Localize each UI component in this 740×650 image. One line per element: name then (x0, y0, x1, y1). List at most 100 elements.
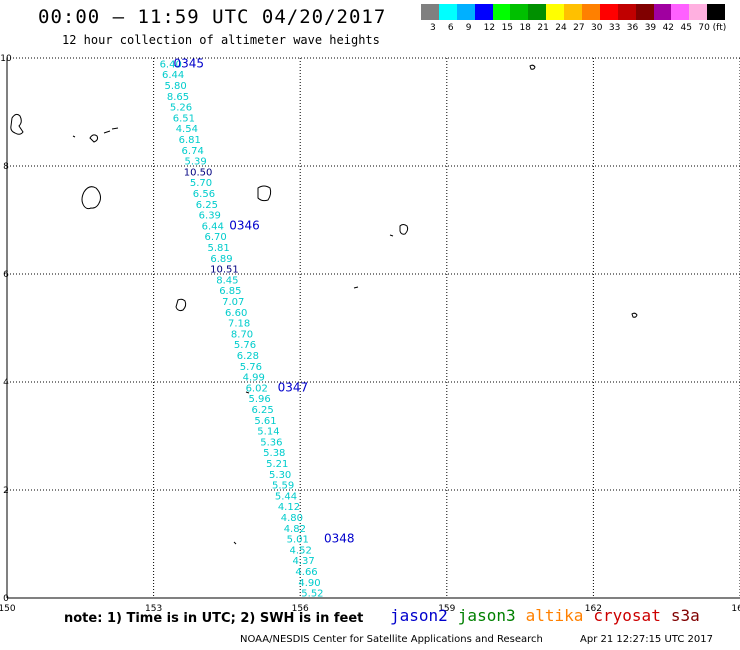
wave-height-label: 7.18 (228, 319, 250, 330)
wave-height-label: 4.37 (292, 556, 314, 567)
generated-timestamp: Apr 21 12:27:15 UTC 2017 (580, 634, 713, 645)
wave-height-label: 5.21 (266, 459, 288, 470)
wave-height-label: 4.80 (281, 513, 303, 524)
island-outline (631, 312, 638, 318)
color-scale-label: 39 (644, 23, 657, 33)
wave-height-label: 6.56 (193, 189, 215, 200)
color-scale-swatch: 70 (ft) (689, 4, 726, 33)
wave-height-label: 8.45 (216, 275, 238, 286)
wave-height-label: 5.39 (184, 157, 206, 168)
wave-height-label: 6.70 (205, 232, 227, 243)
island-outline (89, 134, 99, 143)
time-label: 0346 (229, 218, 260, 232)
wave-height-label: 6.89 (210, 254, 232, 265)
color-scale-label: 42 (662, 23, 675, 33)
color-scale-label: 18 (519, 23, 531, 33)
color-scale-label: 33 (608, 23, 621, 33)
wave-height-label: 4.99 (243, 373, 265, 384)
wave-height-label: 8.70 (231, 329, 253, 340)
x-tick-label: 153 (145, 604, 162, 614)
island-outline (245, 391, 250, 394)
time-label: 0345 (174, 56, 205, 70)
wave-height-label: 6.60 (225, 308, 247, 319)
wave-height-label: 10.50 (184, 167, 213, 178)
wave-height-label: 5.61 (254, 416, 276, 427)
color-scale-swatch: 21 (528, 4, 549, 33)
color-scale-swatch: 33 (599, 4, 620, 33)
color-scale-swatch: 27 (564, 4, 585, 33)
wave-height-label: 6.25 (196, 200, 218, 211)
color-scale-swatch: 3 (421, 4, 439, 33)
color-scale: 3 6 9 12 15 18 21 24 27 30 33 36 39 42 45 70 (ft) (421, 4, 726, 33)
legend-item-cryosat: cryosat (593, 606, 661, 625)
y-tick-label: 0 (3, 594, 9, 604)
y-tick-label: 8 (3, 162, 9, 172)
footer-note: note: 1) Time is in UTC; 2) SWH is in fe… (64, 611, 364, 626)
wave-height-label: 6.25 (251, 405, 273, 416)
island-outline (257, 185, 272, 202)
color-scale-label: 24 (555, 23, 567, 33)
page-title: 00:00 – 11:59 UTC 04/20/2017 (38, 6, 387, 28)
island-outline (353, 286, 359, 289)
wave-height-label: 5.26 (170, 103, 192, 114)
wave-height-label: 5.36 (260, 437, 282, 448)
axis-tick-labels: 150 153 156 159 162 165 0 2 4 6 8 10 (0, 54, 740, 614)
wave-height-label: 5.01 (287, 535, 309, 546)
wave-height-label: 5.44 (275, 491, 297, 502)
island-outline (10, 113, 24, 135)
island-outline (389, 234, 394, 237)
wave-height-label: 5.30 (269, 470, 291, 481)
time-label: 0347 (278, 380, 309, 394)
grid-lines (6, 57, 740, 599)
color-scale-label: 9 (465, 23, 472, 33)
wave-height-label: 5.76 (234, 340, 256, 351)
legend-item-s3a: s3a (670, 606, 700, 625)
wave-height-label: 4.54 (176, 124, 198, 135)
x-tick-label: 150 (0, 604, 16, 614)
color-scale-swatch: 9 (456, 4, 475, 33)
color-scale-label: 12 (483, 23, 496, 33)
wave-height-label: 5.52 (301, 589, 323, 600)
color-scale-label: 21 (537, 23, 549, 33)
wave-height-label: 6.51 (173, 113, 195, 124)
x-tick-label: 162 (585, 604, 602, 614)
wave-height-label: 5.76 (240, 362, 262, 373)
wave-height-label: 6.85 (219, 286, 241, 297)
color-scale-swatch: 15 (492, 4, 513, 33)
page-subtitle: 12 hour collection of altimeter wave hei… (62, 33, 380, 47)
wave-height-label: 6.44 (202, 221, 224, 232)
wave-height-label: 4.12 (278, 502, 300, 513)
wave-height-label: 6.39 (199, 211, 221, 222)
wave-height-label: 8.65 (167, 92, 189, 103)
color-scale-label: 45 (680, 23, 692, 33)
wave-height-label: 5.59 (272, 481, 294, 492)
wave-height-label: 5.70 (190, 178, 212, 189)
color-scale-swatch: 6 (438, 4, 457, 33)
wave-height-label: 6.02 (246, 383, 268, 394)
wave-height-label: 6.40 (160, 59, 182, 70)
x-tick-label: 159 (438, 604, 455, 614)
color-scale-label: 30 (591, 23, 603, 33)
color-scale-label: 27 (573, 23, 585, 33)
color-scale-label: 36 (626, 23, 639, 33)
y-tick-label: 6 (3, 270, 9, 280)
wave-height-label: 5.81 (207, 243, 229, 254)
wave-height-label: 5.96 (249, 394, 271, 405)
wave-height-label: 4.52 (290, 545, 312, 556)
color-scale-swatch: 45 (671, 4, 692, 33)
wave-height-label: 4.90 (298, 578, 320, 589)
color-scale-label: 3 (430, 23, 436, 33)
island-outline (103, 127, 119, 134)
island-outline (233, 541, 237, 545)
wave-height-label: 6.81 (179, 135, 201, 146)
island-outlines (10, 64, 638, 545)
wave-height-label: 7.07 (222, 297, 244, 308)
legend-item-jason2: jason2 (390, 606, 448, 625)
legend-item-jason3: jason3 (457, 606, 516, 625)
y-tick-label: 2 (3, 486, 9, 496)
wave-height-label: 6.28 (237, 351, 259, 362)
island-outline (529, 64, 536, 70)
wave-height-label: 4.82 (284, 524, 306, 535)
color-scale-swatch: 24 (546, 4, 567, 33)
color-scale-label: 6 (447, 23, 454, 33)
